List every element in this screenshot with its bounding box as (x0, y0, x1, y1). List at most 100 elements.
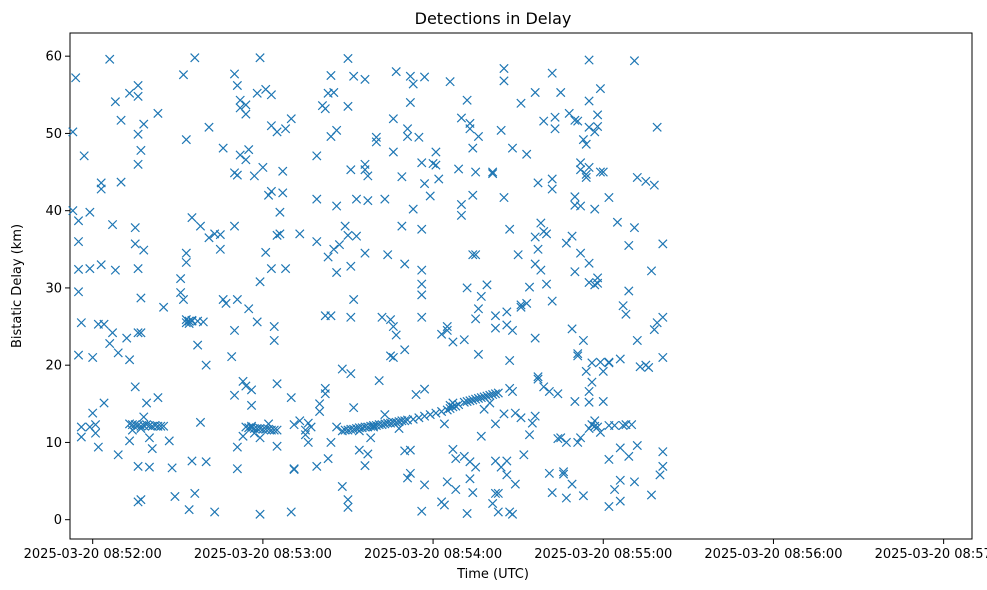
data-point (255, 509, 265, 519)
data-point (320, 104, 330, 114)
data-point (232, 442, 242, 452)
data-point (581, 169, 591, 179)
data-point (581, 366, 591, 376)
data-point (241, 381, 251, 391)
data-point (468, 395, 478, 405)
data-point (468, 143, 478, 153)
data-point (383, 250, 393, 260)
data-point (490, 488, 501, 499)
data-point (170, 491, 180, 502)
data-point (175, 287, 186, 298)
data-point (462, 95, 472, 105)
data-point (110, 97, 121, 107)
data-point (468, 488, 478, 498)
data-point (598, 366, 608, 376)
data-point (465, 124, 475, 134)
data-point (238, 431, 248, 441)
data-point (595, 357, 606, 367)
data-point (414, 413, 424, 423)
data-point (397, 172, 407, 182)
data-point (76, 318, 86, 328)
data-point (402, 131, 413, 142)
data-point (360, 74, 370, 84)
data-point (436, 329, 447, 339)
data-point (609, 420, 620, 431)
data-point (459, 335, 469, 345)
data-point (456, 113, 467, 123)
data-point (136, 423, 146, 434)
data-point (544, 468, 554, 478)
data-point (476, 291, 486, 302)
data-point (221, 298, 231, 309)
data-point (476, 431, 486, 441)
data-point (575, 433, 586, 443)
data-point (578, 491, 589, 501)
data-point (632, 172, 642, 183)
x-tick-label: 2025-03-20 08:53:00 (194, 547, 332, 562)
data-point (453, 399, 464, 410)
data-point (493, 507, 503, 517)
data-point (229, 325, 240, 336)
data-point (635, 362, 645, 372)
data-point (468, 190, 478, 200)
data-point (269, 321, 279, 332)
data-point (261, 247, 271, 258)
data-point (385, 314, 396, 325)
data-point (652, 122, 662, 132)
data-point (419, 480, 430, 490)
data-point (507, 509, 518, 519)
data-point (235, 150, 245, 160)
data-point (658, 461, 668, 472)
data-point (124, 436, 135, 446)
data-point (584, 96, 594, 106)
data-point (388, 321, 398, 332)
data-point (363, 449, 373, 459)
data-point (451, 454, 461, 464)
data-point (371, 132, 381, 142)
data-point (522, 298, 532, 309)
data-point (547, 488, 557, 498)
data-point (473, 393, 484, 404)
y-tick-label: 0 (54, 513, 62, 528)
data-point (417, 290, 427, 300)
data-point (340, 221, 350, 231)
data-point (417, 265, 427, 275)
data-point (499, 76, 509, 86)
data-point (587, 358, 597, 368)
data-point (323, 454, 333, 464)
data-point (505, 355, 515, 366)
data-point (232, 170, 242, 180)
data-point (587, 377, 597, 387)
data-point (278, 188, 288, 198)
data-point (343, 502, 353, 512)
data-point (485, 390, 495, 400)
data-point (584, 162, 594, 173)
data-point (371, 137, 381, 147)
data-point (360, 460, 370, 471)
data-point (626, 420, 637, 430)
data-point (164, 436, 174, 446)
data-point (93, 442, 103, 452)
data-point (244, 304, 254, 314)
data-point (595, 83, 606, 94)
data-point (402, 473, 413, 483)
data-point (473, 304, 484, 314)
data-point (332, 125, 342, 135)
data-point (73, 350, 84, 360)
data-point (473, 131, 484, 142)
data-point (567, 231, 577, 241)
data-point (502, 470, 512, 480)
data-point (363, 171, 373, 181)
data-point (644, 362, 654, 373)
data-point (408, 414, 418, 424)
data-point (343, 53, 353, 64)
data-point (351, 231, 362, 241)
data-point (144, 433, 155, 443)
data-point (575, 248, 586, 258)
data-point (105, 54, 115, 64)
y-tick-label: 20 (45, 359, 62, 374)
data-point (490, 419, 501, 429)
data-point (592, 278, 603, 288)
data-point (533, 244, 543, 254)
data-point (419, 72, 430, 82)
